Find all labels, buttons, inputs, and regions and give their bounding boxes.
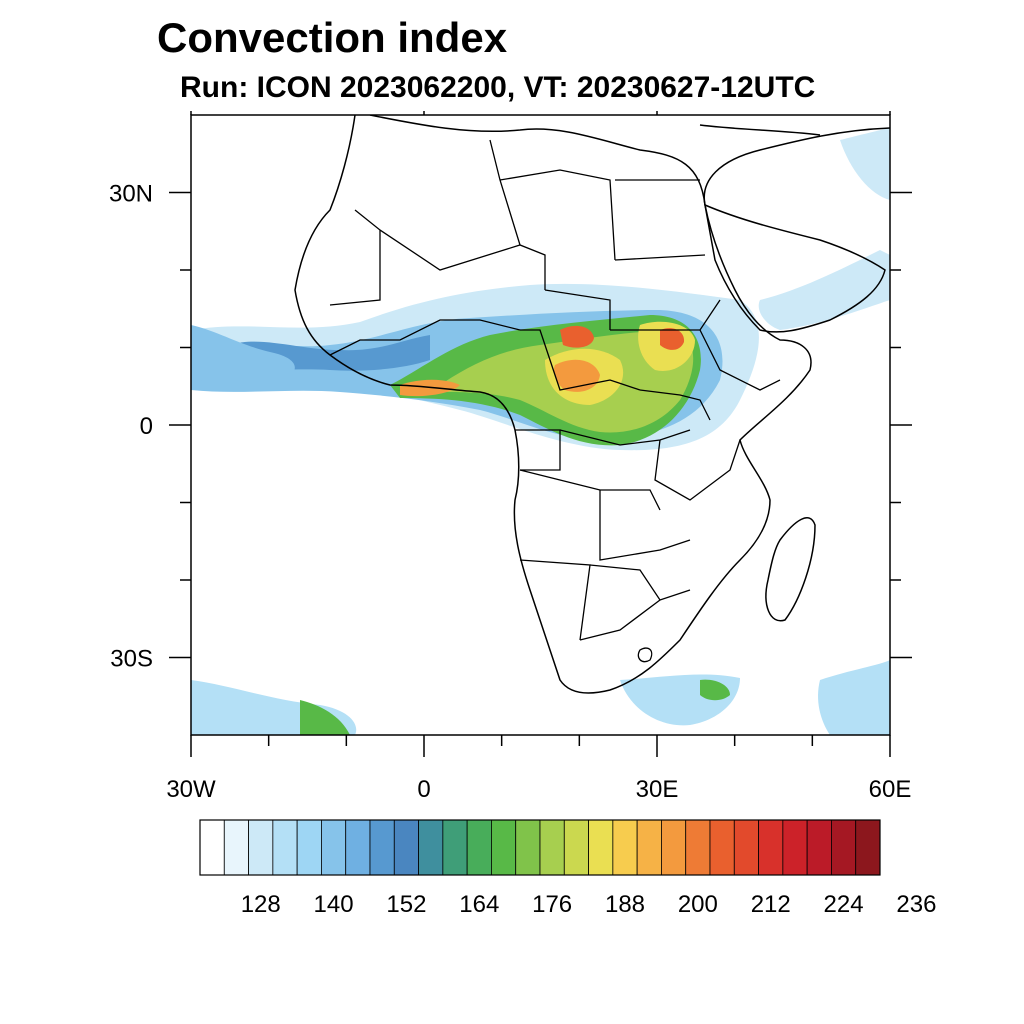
border-line — [519, 469, 661, 511]
turkey-coast — [699, 124, 821, 136]
colorbar-swatch — [442, 819, 468, 876]
colorbar-label: 236 — [896, 891, 936, 918]
colorbar-swatch — [733, 819, 759, 876]
colorbar-label: 212 — [751, 891, 791, 918]
mediterranean-coast — [369, 115, 706, 206]
colorbar-swatch — [199, 819, 225, 876]
field-red-core-east — [660, 328, 685, 350]
colorbar-swatch — [685, 819, 711, 876]
field-southeast — [818, 660, 890, 735]
colorbar-swatch — [515, 819, 541, 876]
border-line — [519, 559, 591, 641]
border-line — [614, 254, 706, 261]
border-line — [654, 439, 741, 501]
border-line — [579, 599, 661, 641]
colorbar-swatch — [758, 819, 784, 876]
colorbar-label: 140 — [314, 891, 354, 918]
colorbar-swatch — [588, 819, 614, 876]
field-south-africa — [620, 674, 740, 726]
x-tick-label: 30E — [636, 776, 679, 803]
colorbar-label: 176 — [532, 891, 572, 918]
y-tick-label: 30S — [110, 646, 153, 673]
border-line — [599, 490, 691, 561]
border-line — [559, 429, 691, 446]
colorbar-label: 200 — [678, 891, 718, 918]
colorbar-swatch — [345, 819, 371, 876]
colorbar-label: 128 — [241, 891, 281, 918]
field-red-core — [560, 325, 594, 348]
colorbar-swatch — [636, 819, 662, 876]
lesotho-border — [637, 647, 653, 663]
border-line — [489, 139, 521, 246]
colorbar-swatch — [491, 819, 517, 876]
field-south-africa-green — [700, 679, 730, 701]
colorbar-label: 224 — [824, 891, 864, 918]
field-arabia — [758, 250, 890, 330]
colorbar-swatch — [855, 819, 881, 876]
colorbar-swatch — [782, 819, 808, 876]
convection-field — [191, 128, 890, 735]
field-southwest-green — [300, 700, 350, 735]
colorbar-swatch — [612, 819, 638, 876]
country-borders — [329, 139, 781, 663]
colorbar: 128 140 152 164 176 188 200 212 224 236 — [199, 819, 936, 918]
x-tick-label: 60E — [869, 776, 912, 803]
axis-tick-labels: 30W 0 30E 60E 30N 0 30S — [109, 181, 911, 804]
colorbar-frame — [199, 819, 881, 876]
colorbar-swatch — [296, 819, 322, 876]
colorbar-label: 188 — [605, 891, 645, 918]
colorbar-swatch — [223, 819, 249, 876]
africa-coastline — [294, 115, 890, 694]
border-line — [329, 319, 521, 356]
colorbar-swatch — [539, 819, 565, 876]
colorbar-swatch — [806, 819, 832, 876]
colorbar-label: 164 — [459, 891, 499, 918]
map-subtitle: Run: ICON 2023062200, VT: 20230627-12UTC — [180, 71, 816, 104]
border-line — [520, 329, 641, 391]
coastlines — [294, 115, 890, 694]
colorbar-swatch — [321, 819, 347, 876]
colorbar-swatch — [709, 819, 735, 876]
y-tick-label: 0 — [140, 413, 153, 440]
x-tick-label: 0 — [417, 776, 430, 803]
arabia-coastline — [704, 203, 886, 333]
y-tick-label: 30N — [109, 181, 153, 208]
axis-ticks — [169, 111, 912, 757]
colorbar-swatch — [272, 819, 298, 876]
border-line — [515, 429, 561, 471]
border-line — [589, 564, 691, 601]
border-line — [699, 329, 781, 391]
border-line — [499, 169, 616, 261]
field-atlantic-tongue — [191, 325, 295, 392]
colorbar-label: 152 — [386, 891, 426, 918]
border-line — [639, 389, 711, 421]
colorbar-swatch — [831, 819, 857, 876]
colorbar-swatch — [563, 819, 589, 876]
map-title: Convection index — [157, 14, 508, 61]
colorbar-swatch — [418, 819, 444, 876]
colorbar-swatch — [369, 819, 395, 876]
colorbar-swatch — [661, 819, 687, 876]
field-northeast — [840, 128, 890, 200]
colorbar-swatch — [248, 819, 274, 876]
colorbar-swatch — [393, 819, 419, 876]
madagascar-coastline — [765, 517, 816, 622]
x-tick-label: 30W — [166, 776, 216, 803]
border-line — [329, 209, 381, 306]
border-line — [379, 229, 546, 290]
colorbar-swatch — [466, 819, 492, 876]
border-line — [544, 289, 611, 330]
